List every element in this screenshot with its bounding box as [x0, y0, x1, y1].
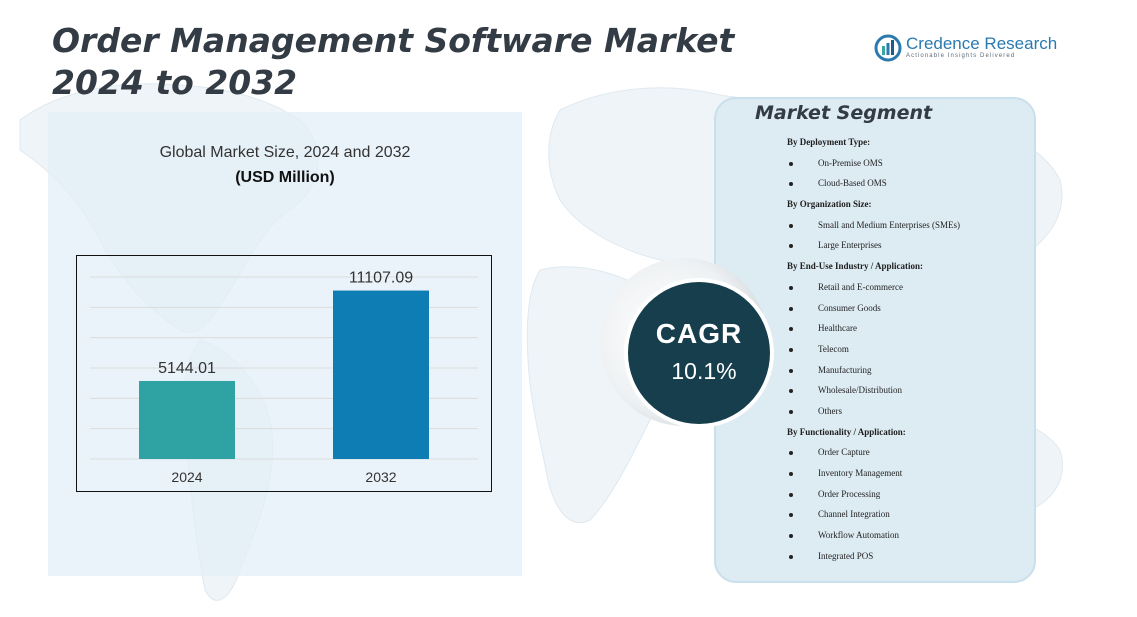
segment-item: Large Enterprises [787, 235, 1027, 256]
segment-group-heading: By Deployment Type: [787, 137, 871, 147]
bar-2024 [139, 380, 235, 459]
title-line-1: Order Management Software Market [52, 21, 735, 60]
segment-item: Wholesale/Distribution [787, 380, 1027, 401]
segment-item: Healthcare [787, 318, 1027, 339]
title-line-2: 2024 to 2032 [52, 63, 298, 102]
segment-item: Others [787, 401, 1027, 422]
segment-item: Manufacturing [787, 360, 1027, 381]
segment-item: Consumer Goods [787, 298, 1027, 319]
brand-name: Credence Research [906, 34, 1058, 53]
bar-2032 [333, 290, 429, 459]
chart-title: Global Market Size, 2024 and 2032 [159, 144, 411, 161]
brand-logo: Credence Research Actionable Insights De… [874, 32, 1074, 66]
category-label-2024: 2024 [171, 469, 202, 485]
brand-tagline: Actionable Insights Delivered [906, 53, 1016, 59]
segment-item: Channel Integration [787, 504, 1027, 525]
segment-item: Telecom [787, 339, 1027, 360]
page-title: Order Management Software Market 2024 to… [52, 20, 752, 104]
value-label-2032: 11107.09 [349, 270, 413, 287]
cagr-badge [628, 282, 770, 424]
value-label-2024: 5144.01 [158, 360, 216, 377]
segment-title: Market Segment [755, 102, 933, 124]
segment-item: Small and Medium Enterprises (SMEs) [787, 215, 1027, 236]
segment-group-heading: By Organization Size: [787, 199, 872, 210]
credence-logo-icon [874, 34, 902, 62]
segment-item: Cloud-Based OMS [787, 173, 1027, 194]
segment-item: Order Capture [787, 442, 1027, 463]
category-label-2032: 2032 [365, 469, 396, 485]
segment-item: Inventory Management [787, 463, 1027, 484]
segment-item: Retail and E-commerce [787, 277, 1027, 298]
segment-item: Order Processing [787, 484, 1027, 505]
segment-group-heading: By Functionality / Application: [787, 426, 906, 437]
bar-chart: 5144.01 2024 11107.09 2032 [76, 255, 492, 492]
segment-item: Integrated POS [787, 546, 1027, 567]
segment-item: Workflow Automation [787, 525, 1027, 546]
chart-unit: (USD Million) [235, 169, 335, 186]
cagr-label: CAGR [655, 318, 743, 349]
segment-list: By Deployment Type: On-Premise OMS Cloud-B… [787, 132, 1027, 566]
chart-panel [48, 112, 522, 576]
segment-group-heading: By End-Use Industry / Application: [787, 261, 924, 272]
chart-frame [76, 255, 492, 492]
segment-item: On-Premise OMS [787, 153, 1027, 174]
cagr-value: 10.1% [671, 358, 737, 384]
